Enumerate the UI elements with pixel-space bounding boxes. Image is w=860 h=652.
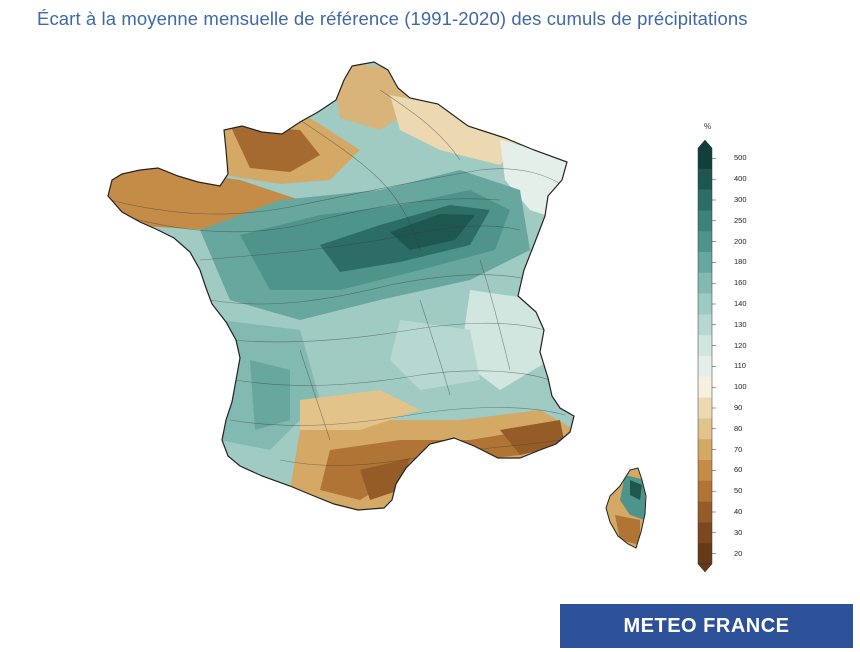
mainland-france <box>108 62 574 510</box>
legend-swatch <box>698 314 712 336</box>
legend-swatch <box>698 480 712 502</box>
legend-tick-label: 250 <box>734 215 747 225</box>
legend-outline <box>697 147 713 565</box>
legend-swatch <box>698 335 712 357</box>
legend-tick-label: 400 <box>734 174 747 184</box>
legend-swatch <box>698 501 712 523</box>
legend-swatch <box>698 397 712 419</box>
legend-swatch <box>698 293 712 315</box>
legend-swatch <box>698 168 712 190</box>
legend-swatch <box>698 252 712 274</box>
legend-tick-label: 20 <box>734 548 743 558</box>
legend-tick-label: 50 <box>734 486 743 496</box>
legend-swatch <box>698 231 712 253</box>
legend-swatch <box>698 356 712 378</box>
legend-colorbar <box>697 139 716 573</box>
legend-swatch <box>698 418 712 440</box>
legend-tick-label: 140 <box>734 299 747 308</box>
legend-tick-label: 500 <box>734 153 747 163</box>
legend: % 500 400 300 250 200 180 160 140 130 120 110 100 90… <box>690 120 770 580</box>
legend-tick-label: 80 <box>734 423 743 433</box>
legend-tick-label: 100 <box>734 382 747 392</box>
legend-tick-label: 130 <box>734 319 747 329</box>
legend-tick-label: 40 <box>734 507 743 516</box>
legend-tick-label: 70 <box>734 444 743 454</box>
legend-swatch <box>698 376 712 398</box>
legend-swatch <box>698 460 712 482</box>
meteo-france-logo: METEO FRANCE <box>560 604 853 648</box>
legend-swatch <box>698 189 712 211</box>
legend-unit: % <box>704 122 712 131</box>
legend-tick-label: 120 <box>734 340 747 350</box>
legend-tick-label: 90 <box>734 403 743 412</box>
corsica-outline <box>605 467 647 549</box>
legend-swatch <box>698 272 712 294</box>
france-outline <box>107 61 575 511</box>
legend-tick-label: 180 <box>734 257 747 267</box>
legend-tick-label: 300 <box>734 195 747 204</box>
legend-swatch <box>698 543 712 565</box>
legend-swatch <box>698 210 712 232</box>
legend-swatch <box>698 439 712 461</box>
legend-tick-label: 30 <box>734 527 743 537</box>
legend-tick-label: 110 <box>734 361 746 371</box>
legend-tick-label: 160 <box>734 278 747 288</box>
legend-swatch <box>698 522 712 544</box>
legend-tick-label: 200 <box>734 236 747 246</box>
map-title: Écart à la moyenne mensuelle de référenc… <box>37 8 748 29</box>
legend-tick-label: 60 <box>734 465 743 475</box>
legend-swatch <box>698 148 712 170</box>
